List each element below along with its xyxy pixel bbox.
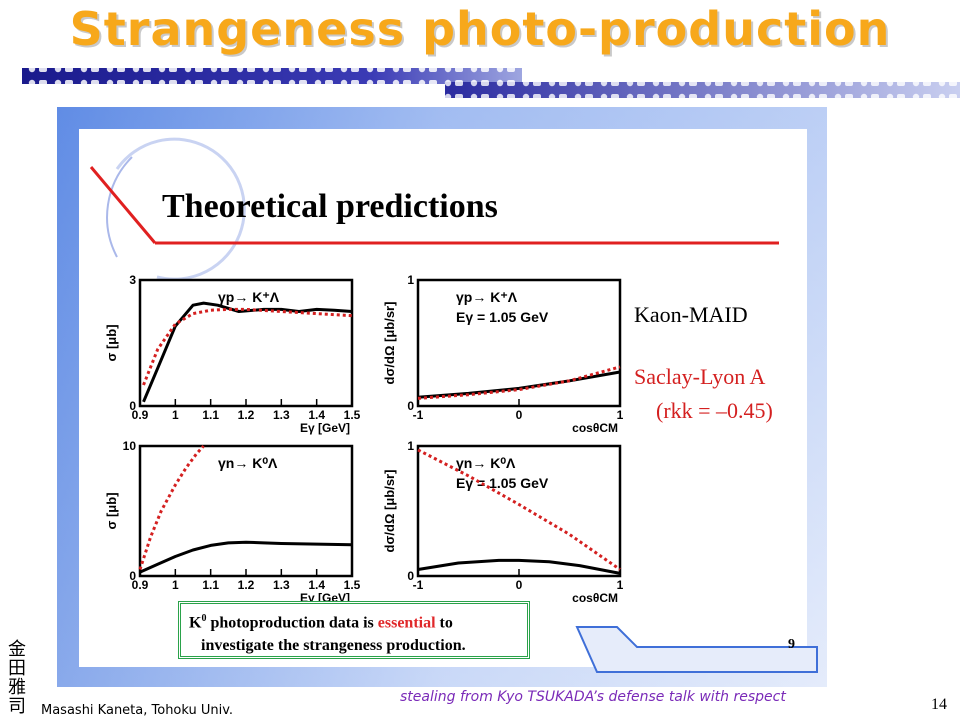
note-post: to [435,614,453,632]
plot-1-xtick-label: 1.1 [202,408,219,422]
plot-4-xtick-label: -1 [413,578,424,592]
plot-3-xtick-label: 1.1 [202,578,219,592]
plot-2-annotation: γp→ K⁺Λ [456,289,518,305]
plot-3-xlabel: Eγ [GeV] [300,591,350,602]
plot-1-ytick-label: 3 [129,273,136,287]
plot-1-series-kaon-maid [142,301,353,403]
inner-page-number: 9 [788,637,795,652]
plot-2-xlabel: cosθCM [572,421,618,435]
note-k: K [189,614,202,632]
plot-3-xtick-label: 1.5 [344,578,361,592]
plot-3-ylabel: σ [μb] [104,492,119,529]
plot-4-series-saclay-lyon [417,448,621,571]
legend-saclay-lyon: Saclay-Lyon A [634,364,766,389]
credit-text: stealing from Kyo TSUKADA’s defense talk… [400,689,786,705]
plot-1-xtick-label: 0.9 [132,408,149,422]
plot-4-ylabel: dσ/dΩ [μb/sr] [382,470,397,553]
plot-3-series-saclay-lyon [138,444,205,570]
plot-3-xtick-label: 1.2 [238,578,255,592]
plot-4-xtick-label: 0 [516,578,523,592]
plot-3-ytick-label: 10 [123,439,137,453]
plot-1-ytick-label: 0 [129,399,136,413]
inner-slide-title: Theoretical predictions [162,188,498,225]
plot-4-xtick-label: 1 [617,578,624,592]
legend-kaon-maid: Kaon-MAID [634,302,748,327]
seal-signature: 金田雅司 [8,639,26,717]
plot-3-ytick-label: 0 [129,569,136,583]
plot-1-annotation: γp→ K⁺Λ [218,289,280,305]
plot-2-xtick-label: 0 [516,408,523,422]
slide-title: Strangeness photo-production [69,2,891,56]
plot-2-ylabel: dσ/dΩ [μb/sr] [382,302,397,385]
note-essential: essential [377,614,436,632]
plot-3-xtick-label: 1 [172,578,179,592]
plot-1-xtick-label: 1.4 [308,408,325,422]
legend-rkk-value: (rkk = –0.45) [656,398,773,423]
plot-4-annotation: Eγ = 1.05 GeV [456,475,549,491]
plot-2-series-saclay-lyon [417,365,621,400]
author-affiliation: Masashi Kaneta, Tohoku Univ. [41,703,234,718]
decorative-band [22,68,960,98]
note-k-sup: 0 [201,613,207,624]
plot-4-frame [416,444,622,578]
plot-1-xtick-label: 1.2 [238,408,255,422]
conclusion-note: K0 photoproduction data is essential to … [178,601,530,659]
note-line-2: investigate the strangeness production. [201,637,466,655]
plot-1-series-saclay-lyon [142,307,353,386]
plot-4-ytick-label: 0 [407,569,414,583]
plot-1-ylabel: σ [μb] [104,324,119,361]
note-mid: photoproduction data is [206,614,378,632]
plot-2-ytick-label: 1 [407,273,414,287]
plot-2-series-kaon-maid [417,370,621,399]
plot-4-ytick-label: 1 [407,439,414,453]
plot-4-series-kaon-maid [417,558,621,575]
plot-2-xtick-label: 1 [617,408,624,422]
plot-2-xtick-label: -1 [413,408,424,422]
plot-1-xtick-label: 1.5 [344,408,361,422]
plot-1-xlabel: Eγ [GeV] [300,421,350,435]
plot-4-annotation: γn→ K⁰Λ [456,455,516,471]
slide-number: 14 [931,696,947,713]
plot-1-xtick-label: 1 [172,408,179,422]
plot-3-series-kaon-maid [139,540,353,574]
plot-3-xtick-label: 1.3 [273,578,290,592]
plot-4-xlabel: cosθCM [572,591,618,602]
plot-3-xtick-label: 0.9 [132,578,149,592]
plot-3-xtick-label: 1.4 [308,578,325,592]
cross-section-plots: 0.9 1 1.1 1.2 1.3 1.4 1.5 0 3 Eγ [GeV] σ [μb] γp→ K… [104,273,624,602]
inner-slide-background [57,107,827,687]
plot-2-ytick-label: 0 [407,399,414,413]
plot-1-xtick-label: 1.3 [273,408,290,422]
plot-3-annotation: γn→ K⁰Λ [218,455,278,471]
note-line-1: K0 photoproduction data is essential to [189,607,527,634]
plot-2-annotation: Eγ = 1.05 GeV [456,309,549,325]
